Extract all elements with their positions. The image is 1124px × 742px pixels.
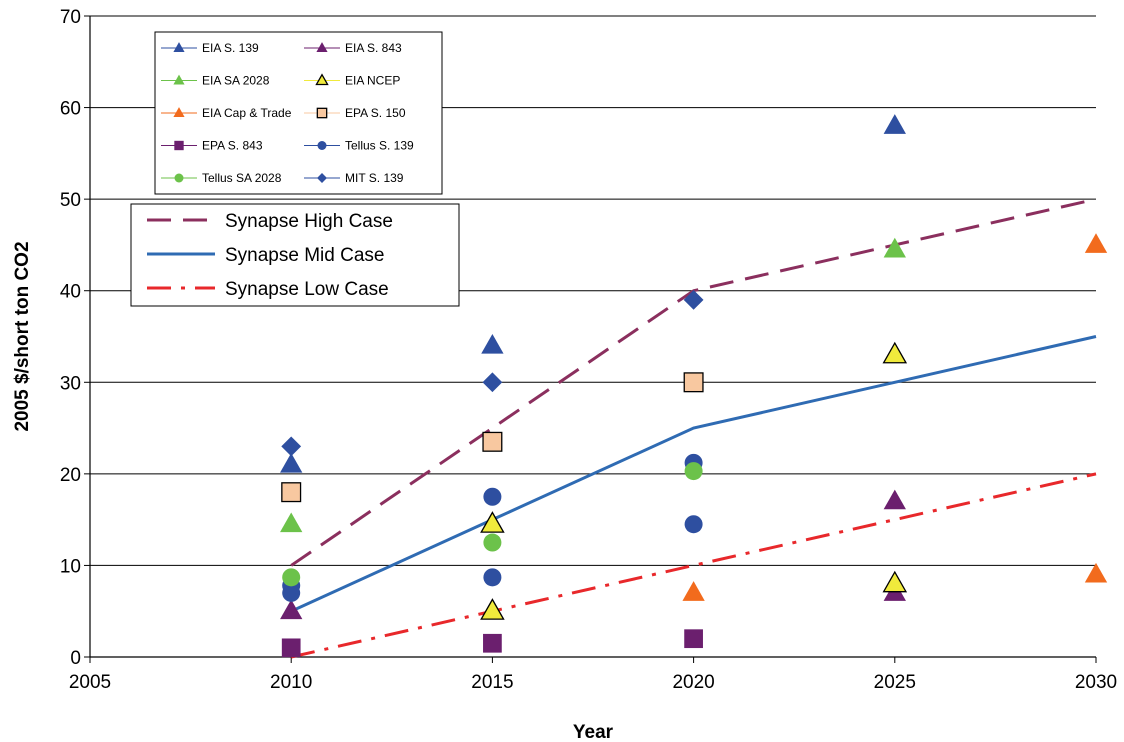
data-point-triangle [682, 581, 705, 601]
legend-entry-label: EIA SA 2028 [202, 74, 270, 88]
data-point-square [482, 431, 503, 452]
data-point-triangle [316, 42, 328, 52]
y-tick-label: 20 [60, 465, 81, 486]
data-point-square [281, 482, 302, 503]
data-point-square [281, 638, 301, 658]
series-line [290, 335, 1097, 613]
data-point-triangle [480, 511, 505, 533]
data-point-diamond [683, 289, 704, 310]
data-point-triangle [280, 512, 303, 533]
y-tick-label: 50 [60, 190, 81, 211]
y-axis-title: 2005 $/short ton CO2 [12, 241, 33, 431]
x-tick-label: 2005 [69, 672, 111, 693]
marker-legend: EIA S. 139 EIA S. 843 EIA SA 2028 EIA NCEP E… [154, 31, 443, 195]
data-point-circle [483, 568, 502, 587]
y-tick-labels: 0 10 20 30 40 50 60 70 [60, 7, 81, 669]
data-point-diamond [317, 173, 327, 183]
data-point-square [683, 372, 704, 393]
y-tick-label: 10 [60, 556, 81, 577]
data-point-diamond [482, 372, 503, 393]
axes [89, 16, 1096, 658]
legend-entry-label: EIA NCEP [345, 74, 400, 88]
legend-entry-label: EPA S. 150 [345, 106, 406, 120]
legend-entry-label: EPA S. 843 [202, 139, 263, 153]
x-tick-label: 2030 [1075, 672, 1117, 693]
data-markers [280, 114, 1108, 658]
data-point-circle [174, 173, 184, 183]
data-point-triangle [882, 570, 908, 593]
data-point-square [684, 629, 703, 649]
legend-line-label: Synapse High Case [225, 211, 393, 232]
y-tick-label: 70 [60, 7, 81, 28]
data-point-circle [483, 533, 502, 552]
legend-line-label: Synapse Mid Case [225, 245, 384, 266]
legend-entry-label: MIT S. 139 [345, 171, 404, 185]
legend-entry-label: Tellus SA 2028 [202, 171, 282, 185]
x-axis-title: Year [573, 722, 614, 742]
data-point-triangle [173, 107, 185, 117]
y-tick-label: 60 [60, 99, 81, 120]
x-tick-label: 2025 [874, 672, 916, 693]
data-point-triangle [883, 237, 906, 258]
y-tick-label: 30 [60, 373, 81, 394]
data-point-triangle [883, 114, 906, 134]
data-point-triangle [882, 341, 908, 364]
x-tick-labels: 2005 2010 2015 2020 2025 2030 [69, 672, 1117, 693]
data-point-circle [684, 515, 703, 534]
x-tick-label: 2010 [270, 672, 312, 693]
legend-entry-label: EIA S. 139 [202, 41, 259, 55]
data-point-triangle [1084, 233, 1108, 253]
data-point-triangle [315, 73, 329, 86]
x-tick-label: 2020 [672, 672, 714, 693]
data-point-diamond [281, 436, 302, 457]
data-point-triangle [1084, 562, 1108, 583]
line-legend: Synapse High Case Synapse Mid Case Synapse… [130, 203, 460, 307]
data-point-circle [483, 487, 502, 506]
series-line [290, 472, 1097, 659]
data-point-square [174, 140, 184, 151]
data-point-triangle [280, 452, 303, 473]
data-point-square [316, 107, 328, 119]
legend-line-label: Synapse Low Case [225, 279, 389, 300]
legend-entry-label: Tellus S. 139 [345, 139, 414, 153]
x-tick-label: 2015 [471, 672, 513, 693]
data-point-square [483, 633, 502, 653]
marker-legend-box [154, 31, 443, 195]
data-point-circle [282, 568, 301, 587]
data-point-circle [317, 141, 327, 150]
data-point-triangle [280, 599, 303, 620]
data-point-triangle [480, 598, 505, 620]
data-point-triangle [173, 42, 185, 52]
data-point-triangle [173, 74, 185, 85]
y-tick-label: 40 [60, 282, 81, 303]
data-point-circle [684, 462, 703, 481]
data-point-triangle [481, 333, 504, 354]
y-tick-label: 0 [70, 648, 81, 669]
data-point-triangle [883, 489, 906, 510]
legend-entry-label: EIA Cap & Trade [202, 106, 292, 120]
legend-entry-label: EIA S. 843 [345, 41, 402, 55]
